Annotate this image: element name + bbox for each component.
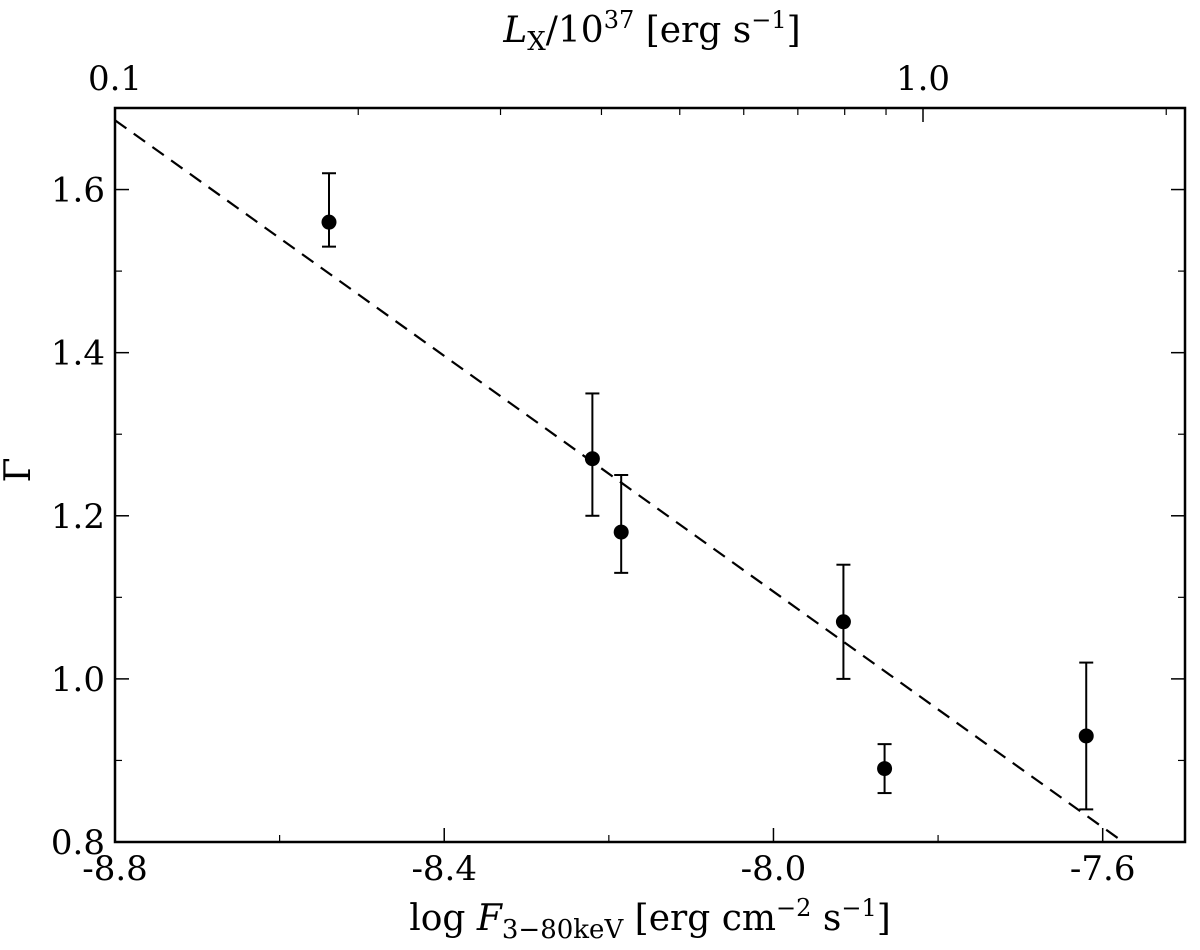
x-tick-label: -8.0 — [741, 849, 807, 889]
y-tick-label: 1.0 — [51, 660, 105, 700]
top-tick-label: 0.1 — [88, 59, 142, 99]
data-points — [321, 172, 1094, 811]
data-point — [321, 214, 337, 230]
fit-line — [114, 119, 1124, 843]
fit-line-group — [114, 119, 1124, 843]
x-tick-label: -8.8 — [82, 849, 148, 889]
y-tick-label: 1.6 — [51, 171, 105, 211]
data-point — [877, 761, 893, 777]
y-axis-title: Γ — [0, 458, 39, 483]
data-point — [613, 524, 629, 540]
x-tick-label: -7.6 — [1070, 849, 1136, 889]
data-point — [584, 451, 600, 467]
tick-labels: -8.8 -8.4 -8.0 -7.6 0.8 1.0 1.2 1.4 1.6 0.1 1.0 — [51, 59, 1136, 889]
top-axis-title: LX/1037 [erg s−1] — [502, 6, 800, 57]
x-axis-title: log F3−80keV [erg cm−2 s−1] — [409, 894, 891, 945]
data-point — [1078, 728, 1094, 744]
top-tick-label: 1.0 — [896, 59, 950, 99]
x-tick-label: -8.4 — [411, 849, 477, 889]
y-tick-label: 1.2 — [51, 497, 105, 537]
y-tick-label: 0.8 — [51, 823, 105, 863]
tick-marks — [114, 108, 1185, 843]
data-point — [835, 614, 851, 630]
plot-frame — [113, 106, 1187, 844]
y-tick-label: 1.4 — [51, 334, 105, 374]
